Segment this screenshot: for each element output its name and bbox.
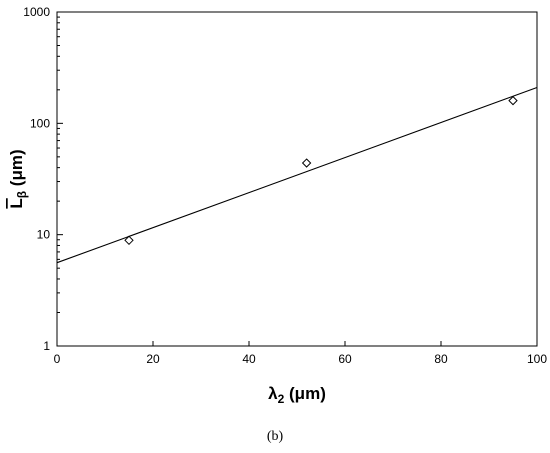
fit-line-group <box>56 86 538 264</box>
x-tick-label: 0 <box>54 352 61 366</box>
data-point <box>508 95 518 106</box>
x-axis-title-unit: (μm) <box>284 384 326 403</box>
y-axis-title: Lβ (μm) <box>7 149 29 208</box>
y-tick-label: 10 <box>37 228 51 242</box>
y-tick-label: 1 <box>43 339 50 353</box>
x-axis-title: λ2 (μm) <box>268 384 326 406</box>
x-axis-title-sub: 2 <box>278 392 285 406</box>
x-tick-label: 40 <box>242 352 256 366</box>
data-point <box>301 158 312 168</box>
y-tick-label: 100 <box>30 116 50 130</box>
y-axis-title-group: Lβ (μm) <box>7 149 29 208</box>
fit-line <box>56 86 538 264</box>
y-axis-title-unit: (μm) <box>7 149 26 191</box>
x-tick-label: 80 <box>434 352 448 366</box>
y-axis-title-sub: β <box>15 191 29 198</box>
y-axis-ticks: 1 10 100 1000 <box>23 5 63 353</box>
y-axis-title-base: L <box>7 198 26 208</box>
x-axis-ticks: 0 20 40 60 80 100 <box>54 341 547 366</box>
x-tick-label: 60 <box>338 352 352 366</box>
plot-frame <box>56 11 538 347</box>
data-points <box>124 95 518 246</box>
x-tick-label: 100 <box>527 352 547 366</box>
y-tick-label: 1000 <box>23 5 50 19</box>
data-point <box>124 235 134 246</box>
x-axis-title-base: λ <box>268 384 278 403</box>
x-tick-label: 20 <box>146 352 160 366</box>
figure-caption: (b) <box>267 429 284 444</box>
